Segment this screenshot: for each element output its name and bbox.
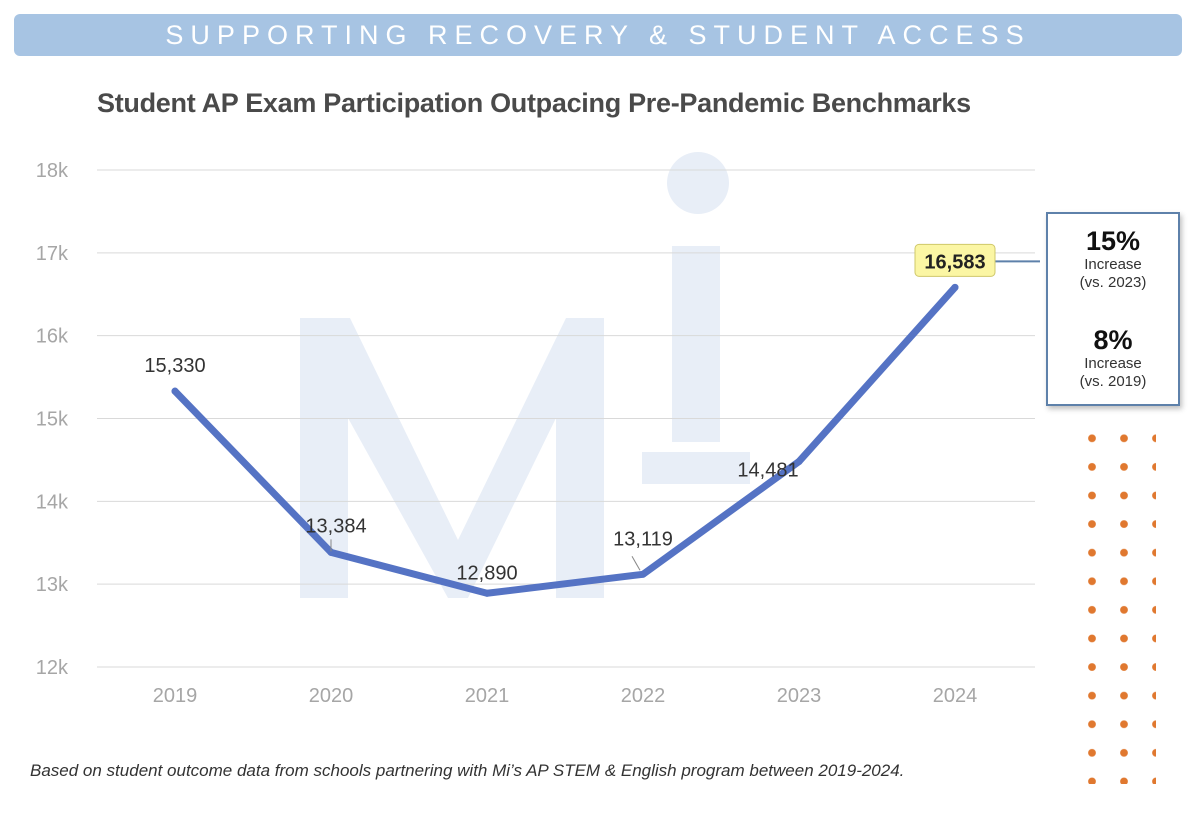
mi-watermark-logo (300, 152, 750, 598)
footnote: Based on student outcome data from schoo… (30, 761, 905, 780)
data-label: 13,384 (305, 515, 366, 537)
data-label: 15,330 (144, 355, 205, 377)
data-point (951, 283, 959, 291)
data-point (795, 457, 803, 465)
label-leader-line (631, 556, 641, 571)
data-label: 13,119 (613, 528, 673, 550)
stat-comparison: (vs. 2023) (1079, 274, 1147, 291)
stat-comparison: (vs. 2019) (1079, 373, 1147, 390)
stat-block: 15% Increase (vs. 2023) (1048, 226, 1178, 292)
line-chart: 12k 13k 14k 15k 16k 17k 18k 2019 2020 2021 2022 20… (36, 152, 1040, 707)
stat-block: 8% Increase (vs. 2019) (1048, 325, 1178, 391)
y-tick-label: 13k (36, 574, 69, 596)
stat-value: 15% (1085, 226, 1141, 256)
highlight-label-box (914, 243, 996, 277)
x-tick-label: 2020 (309, 685, 354, 707)
data-label: 12,890 (456, 562, 517, 584)
y-tick-label: 18k (36, 160, 69, 182)
stats-callout-box: 15% Increase (vs. 2023) 8% Increase (vs.… (1046, 212, 1180, 406)
x-tick-label: 2019 (153, 685, 198, 707)
stat-label: Increase (1084, 256, 1142, 273)
y-tick-label: 14k (36, 491, 69, 513)
data-point (483, 589, 491, 597)
stat-label: Increase (1084, 355, 1142, 372)
section-banner: SUPPORTING RECOVERY & STUDENT ACCESS (14, 14, 1182, 56)
stat-value: 8% (1093, 325, 1133, 355)
decorative-dot-grid (1076, 424, 1156, 784)
x-tick-label: 2024 (933, 685, 978, 707)
chart-title: Student AP Exam Participation Outpacing … (97, 88, 971, 118)
data-point (327, 548, 335, 556)
data-label: 16,583 (924, 251, 985, 273)
x-tick-label: 2023 (777, 685, 822, 707)
y-tick-label: 12k (36, 657, 69, 679)
x-tick-label: 2022 (621, 685, 666, 707)
data-point (171, 387, 179, 395)
data-label: 14,481 (737, 459, 798, 481)
y-tick-label: 16k (36, 326, 69, 348)
series-line (171, 283, 959, 597)
x-tick-label: 2021 (465, 685, 510, 707)
y-tick-label: 17k (36, 243, 69, 265)
data-point (639, 570, 647, 578)
y-tick-label: 15k (36, 409, 69, 431)
